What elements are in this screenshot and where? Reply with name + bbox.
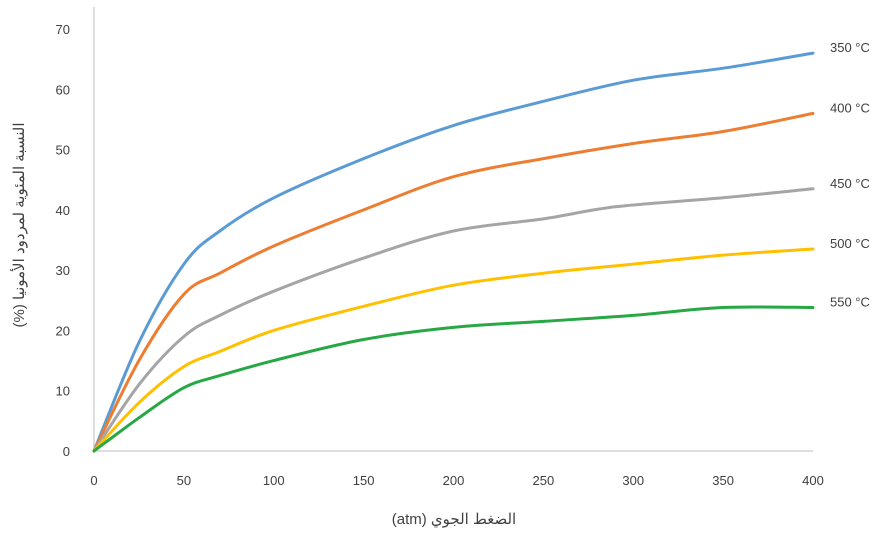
y-tick-label: 20 (56, 323, 70, 338)
series-label: 550 °C (830, 295, 870, 310)
axes (93, 7, 813, 452)
y-axis-title: النسبة المئوية لمردود الأمونيا (%) (10, 122, 28, 327)
series-label: 450 °C (830, 176, 870, 191)
x-tick-label: 150 (353, 473, 375, 488)
x-tick-label: 250 (533, 473, 555, 488)
series-line (92, 51, 815, 453)
y-tick-label: 10 (56, 384, 70, 399)
x-tick-label: 100 (263, 473, 285, 488)
series-line (92, 187, 815, 453)
x-tick-label: 300 (622, 473, 644, 488)
series-line (92, 111, 815, 453)
y-tick-label: 70 (56, 22, 70, 37)
x-tick-label: 350 (712, 473, 734, 488)
x-tick-label: 200 (443, 473, 465, 488)
x-tick-label: 400 (802, 473, 824, 488)
series-labels: 350 °C 400 °C 450 °C 500 °C 550 °C (830, 40, 870, 309)
y-tick-label: 50 (56, 143, 70, 158)
series-label: 500 °C (830, 236, 870, 251)
y-tick-label: 60 (56, 82, 70, 97)
y-tick-label: 0 (63, 444, 70, 459)
tick-labels: 0 50 100 150 200 250 300 350 400 0 10 20 30 40 50 60 70 (56, 22, 824, 488)
series-line (92, 305, 815, 453)
series-line (92, 247, 815, 453)
series-lines (92, 51, 815, 453)
series-label: 400 °C (830, 100, 870, 115)
series-label: 350 °C (830, 40, 870, 55)
x-tick-label: 0 (90, 473, 97, 488)
x-tick-label: 50 (177, 473, 191, 488)
x-axis-title: الضغط الجوي (atm) (392, 511, 516, 528)
y-tick-label: 30 (56, 263, 70, 278)
y-tick-label: 40 (56, 203, 70, 218)
